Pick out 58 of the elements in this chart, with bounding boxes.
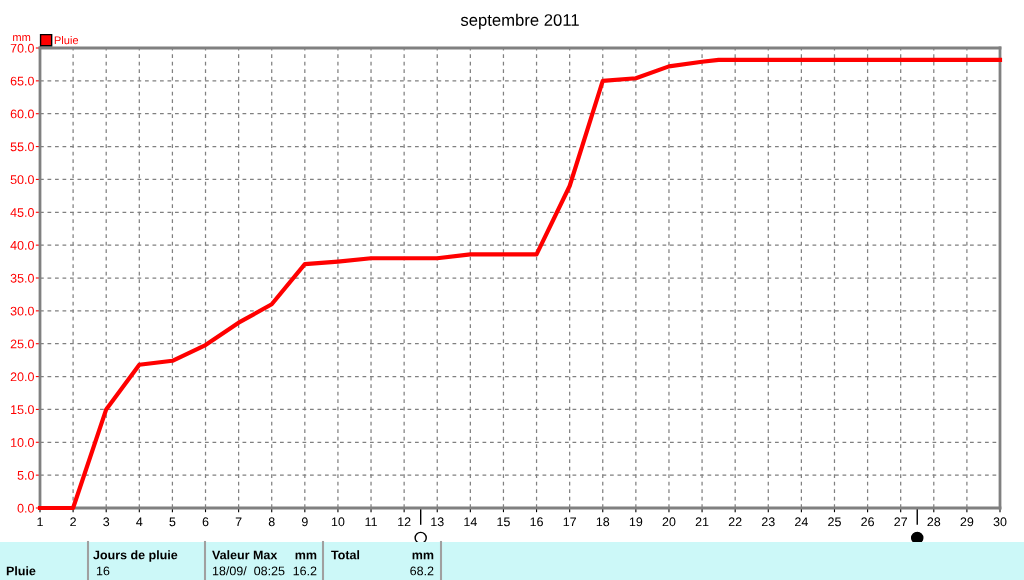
y-tick-label: 20.0	[10, 372, 34, 382]
x-tick-label: 24	[795, 517, 808, 527]
x-tick-label: 12	[398, 517, 411, 527]
y-tick-label: 10.0	[11, 438, 34, 447]
x-tick-label: 23	[761, 517, 775, 527]
y-tick-label: 25.0	[10, 339, 34, 349]
y-tick-label: 30.0	[10, 306, 34, 316]
x-tick-label: 30	[993, 517, 1007, 527]
y-tick-label: 15.0	[11, 405, 34, 415]
x-tick-label: 6	[202, 517, 209, 527]
y-tick-label: 50.0	[10, 175, 34, 185]
x-tick-label: 7	[235, 517, 242, 527]
x-tick-label: 14	[464, 517, 477, 527]
x-tick-label: 5	[169, 517, 176, 527]
y-axis-title: mm	[13, 35, 31, 42]
x-tick-label: 29	[960, 517, 974, 527]
text: 18/09/ 08:25	[212, 566, 285, 576]
x-tick-label: 11	[365, 517, 377, 527]
x-tick-label: 27	[894, 517, 908, 527]
x-tick-label: 20	[662, 517, 676, 527]
chart-title: septembre 2011	[460, 13, 579, 30]
text: 16.2	[293, 566, 317, 576]
y-tick-label: 0.0	[17, 503, 34, 513]
x-tick-label: 16	[530, 517, 543, 527]
text: Jours de pluie	[93, 550, 178, 562]
x-tick-label: 26	[861, 517, 874, 527]
y-tick-label: 45.0	[10, 208, 34, 217]
legend-label: Pluie	[54, 35, 79, 45]
text: 68.2	[410, 566, 434, 576]
x-tick-label: 9	[301, 517, 308, 527]
x-tick-label: 3	[103, 517, 110, 527]
text: Total	[331, 550, 360, 560]
y-tick-label: 35.0	[10, 273, 34, 283]
x-tick-label: 19	[629, 517, 643, 527]
x-tick-label: 22	[728, 517, 742, 527]
y-tick-label: 70.0	[10, 43, 34, 53]
x-tick-label: 13	[431, 517, 444, 527]
text: Pluie	[6, 566, 36, 576]
x-tick-label: 10	[331, 517, 345, 527]
x-tick-label: 15	[497, 517, 510, 527]
x-tick-label: 18	[596, 517, 610, 527]
y-tick-label: 40.0	[10, 240, 34, 250]
x-tick-label: 2	[70, 517, 76, 527]
x-tick-label: 25	[828, 517, 841, 527]
x-tick-label: 17	[563, 517, 576, 527]
y-tick-label: 60.0	[10, 109, 34, 119]
x-tick-label: 1	[37, 517, 43, 527]
x-tick-label: 28	[927, 517, 941, 527]
x-tick-label: 8	[268, 517, 275, 527]
y-tick-label: 5.0	[17, 470, 34, 480]
y-tick-label: 65.0	[10, 76, 34, 86]
text: Valeur Max	[212, 550, 278, 560]
text: mm	[412, 552, 434, 560]
x-tick-label: 4	[136, 517, 143, 527]
y-tick-label: 55.0	[10, 142, 34, 152]
x-tick-label: 21	[695, 517, 709, 527]
text: mm	[295, 552, 317, 560]
text: 16	[96, 566, 110, 576]
